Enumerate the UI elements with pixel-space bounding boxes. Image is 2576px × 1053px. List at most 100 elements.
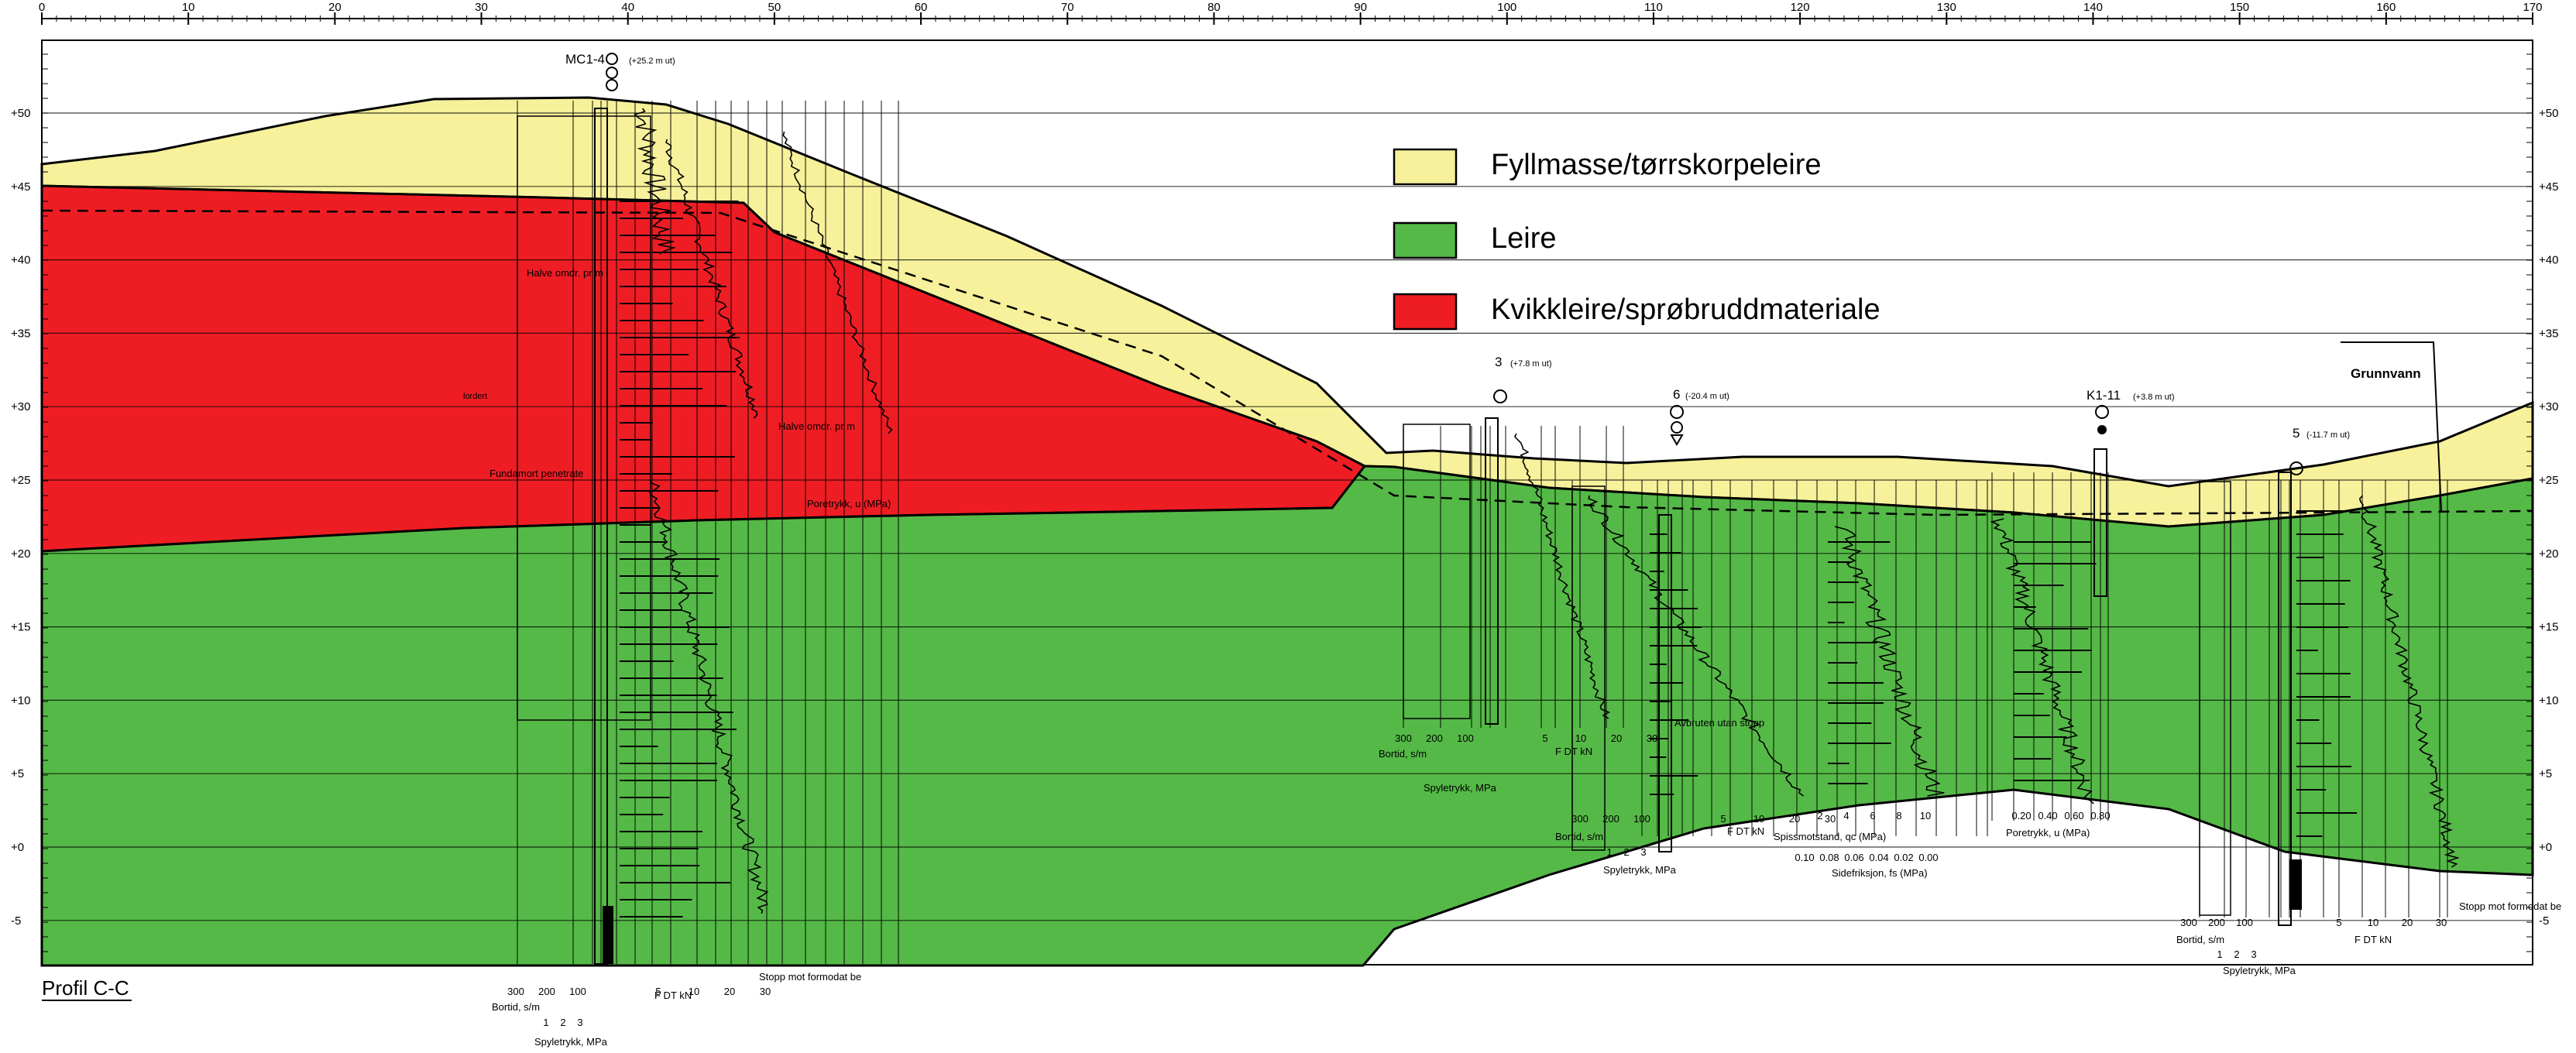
scale-label: 5 [2336,917,2341,928]
scale-label: 20 [2402,917,2413,928]
annotation-bortid-3: Bortid, s/m [1555,831,1603,842]
annotation-bortid-4: Bortid, s/m [2176,934,2224,945]
legend: Fyllmasse/tørrskorpeleire Leire Kvikklei… [1394,149,1880,329]
y-tick-label-left: +50 [11,107,30,120]
x-tick-label: 60 [915,1,928,14]
x-tick-label: 70 [1061,1,1074,14]
annotation-fdt-3: F DT kN [1727,825,1764,837]
scale-label: 10 [2368,917,2379,928]
annotation-lordert: lordert [463,392,487,401]
borehole-symbol-icon [606,67,617,78]
legend-label-quickclay: Kvikkleire/sprøbruddmateriale [1491,293,1880,326]
x-tick-label: 90 [1354,1,1367,14]
x-tick-label: 20 [328,1,342,14]
scale-label: 2 [560,1017,565,1028]
scale-label: 300 [2180,917,2197,928]
annotation-spyletrykk-3: Spyletrykk, MPa [1603,864,1677,876]
borehole-offset-k1-11: (+3.8 m ut) [2133,393,2175,402]
scale-label: 30 [2436,917,2447,928]
annotation-stop-left: Stopp mot formodat be [759,971,861,983]
scale-label: 5 [1720,813,1726,825]
annotation-spyletrykk-4: Spyletrykk, MPa [2223,965,2296,976]
scale-label: 1 [2217,948,2222,960]
scale-label: 4 [1843,810,1849,821]
scale-label: 10 [689,986,699,997]
scale-label: 20 [1611,732,1622,744]
y-tick-label-left: +20 [11,547,30,561]
y-tick-label-left: +10 [11,694,30,707]
annotation-halve: Halve omdr. pr m [527,267,603,279]
borehole-label-3: 3 [1495,355,1502,369]
scale-label: 10 [1920,810,1931,821]
scale-label: 200 [1602,813,1619,825]
y-tick-label-left: +40 [11,254,30,267]
annotation-spyletrykk-1: Spyletrykk, MPa [534,1036,608,1048]
x-tick-label: 170 [2523,1,2542,14]
scale-label: 1 [543,1017,548,1028]
profile-title: Profil C-C [42,976,129,1000]
borehole-symbol-icon [606,53,617,64]
scale-label: 0.08 [1819,852,1839,863]
layer-fill-green [42,466,2533,966]
annotation-stop-right: Stopp mot formodat be [2459,900,2561,912]
scale-label: 3 [2251,948,2256,960]
y-tick-label-right: +35 [2539,327,2558,340]
scale-label: 30 [760,986,771,997]
borehole-symbol-icon [1671,422,1682,433]
scale-label: 0.06 [1844,852,1863,863]
annotation-fundamort: Fundamort penetrate [489,468,583,479]
scale-label: 100 [1633,813,1650,825]
borehole-symbol-icon [1671,406,1683,418]
annotation-bortid-2: Bortid, s/m [1379,748,1427,760]
legend-swatch-quickclay [1394,294,1456,329]
borehole-label-k1-11: K1-11 [2087,388,2121,403]
scale-label: 100 [2236,917,2253,928]
borehole-symbol-icon [2097,425,2107,434]
annotation-spyletrykk-2: Spyletrykk, MPa [1424,782,1497,794]
borehole-offset-6: (-20.4 m ut) [1685,392,1729,401]
y-tick-label-left: -5 [11,914,21,928]
scale-label: 0.60 [2064,810,2083,821]
annotation-avbrutt: Avbruten utan stopp [1674,717,1764,729]
scale-label: 100 [569,986,586,997]
legend-swatch-fill [1394,149,1456,184]
scale-label: 200 [1426,732,1443,744]
y-tick-label-right: +15 [2539,621,2558,634]
water-triangle-icon [1671,435,1682,444]
x-tick-label: 50 [768,1,781,14]
scale-label: 300 [1571,813,1589,825]
x-tick-label: 40 [621,1,634,14]
scale-label: 0.04 [1869,852,1888,863]
annotation-poretrykk-right: Poretrykk, u (MPa) [2006,827,2090,839]
scale-label: 0.00 [1918,852,1938,863]
borehole-label-6: 6 [1673,387,1680,402]
annotation-halve-2: Halve omdr. pr m [778,420,855,432]
scale-label: 30 [1825,813,1836,825]
annotation-sidefriksjon: Sidefriksjon, fs (MPa) [1832,867,1928,879]
scale-label: 2 [1817,810,1822,821]
y-tick-label-right: +30 [2539,400,2558,413]
legend-swatch-clay [1394,223,1456,258]
scale-label: 200 [2208,917,2225,928]
dense-zone [2289,859,2302,910]
x-tick-label: 30 [475,1,488,14]
y-tick-label-right: +25 [2539,474,2558,487]
borehole-symbol-icon [1494,390,1506,403]
scale-label: 2 [2234,948,2239,960]
groundwater-label: Grunnvann [2351,366,2421,381]
annotation-poretrykk-left: Poretrykk, u (MPa) [807,498,891,509]
scale-label: 20 [724,986,735,997]
y-tick-label-right: -5 [2539,914,2549,928]
x-tick-label: 130 [1937,1,1956,14]
legend-label-clay: Leire [1491,222,1557,255]
scale-label: 300 [1395,732,1412,744]
borehole-offset-mc1-4: (+25.2 m ut) [629,57,675,66]
y-tick-label-right: +0 [2539,841,2552,854]
scale-label: 3 [577,1017,582,1028]
annotation-fdt-4: F DT kN [2354,934,2392,945]
borehole-offset-5: (-11.7 m ut) [2306,430,2350,440]
scale-label: 30 [1647,732,1657,744]
scale-label: 1 [1606,846,1612,858]
scale-label: 0.40 [2038,810,2057,821]
